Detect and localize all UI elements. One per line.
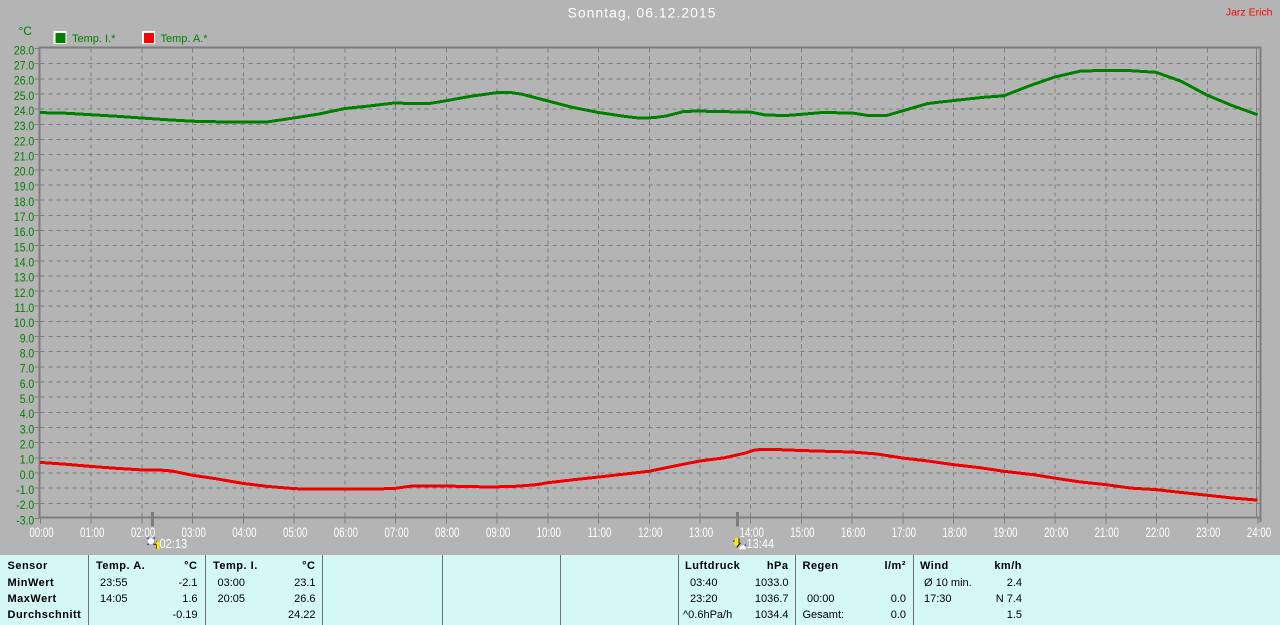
svg-text:24:00: 24:00	[1247, 526, 1272, 541]
svg-text:13:00: 13:00	[689, 526, 714, 541]
svg-text:0.0: 0.0	[20, 469, 35, 482]
svg-text:19.0: 19.0	[14, 181, 34, 194]
svg-text:26.0: 26.0	[14, 75, 34, 88]
svg-text:00:00: 00:00	[29, 526, 54, 541]
svg-text:08:00: 08:00	[435, 526, 460, 541]
svg-text:17.0: 17.0	[14, 211, 34, 224]
svg-text:18.0: 18.0	[14, 196, 34, 209]
svg-text:6.0: 6.0	[20, 378, 35, 391]
svg-text:02:13: 02:13	[160, 536, 188, 551]
svg-text:-3.0: -3.0	[16, 515, 34, 528]
svg-text:25.0: 25.0	[14, 90, 34, 103]
svg-text:28.0: 28.0	[14, 45, 34, 58]
svg-text:09:00: 09:00	[486, 526, 511, 541]
svg-text:22.0: 22.0	[14, 136, 34, 149]
svg-text:2.0: 2.0	[20, 439, 35, 452]
svg-text:4.0: 4.0	[20, 409, 35, 422]
svg-text:24.0: 24.0	[14, 105, 34, 118]
svg-text:12.0: 12.0	[14, 287, 34, 300]
svg-text:20.0: 20.0	[14, 166, 34, 179]
svg-text:-1.0: -1.0	[16, 484, 34, 497]
svg-text:11.0: 11.0	[15, 302, 35, 315]
svg-text:15.0: 15.0	[14, 242, 34, 255]
svg-text:05:00: 05:00	[283, 526, 308, 541]
svg-text:Temp. A.*: Temp. A.*	[161, 33, 209, 45]
svg-text:Jarz Erich: Jarz Erich	[1226, 7, 1273, 19]
svg-text:Sonntag, 06.12.2015: Sonntag, 06.12.2015	[567, 5, 716, 21]
svg-text:7.0: 7.0	[20, 363, 35, 376]
svg-text:3.0: 3.0	[20, 424, 35, 437]
svg-text:-2.0: -2.0	[16, 499, 34, 512]
svg-text:10.0: 10.0	[14, 318, 34, 331]
svg-text:02:00: 02:00	[131, 526, 156, 541]
svg-text:5.0: 5.0	[20, 393, 35, 406]
svg-text:16.0: 16.0	[14, 227, 34, 240]
svg-text:1.0: 1.0	[20, 454, 35, 467]
svg-text:13.0: 13.0	[14, 272, 34, 285]
svg-text:18:00: 18:00	[942, 526, 967, 541]
svg-text:17:00: 17:00	[892, 526, 917, 541]
svg-text:23.0: 23.0	[14, 120, 34, 133]
svg-text:07:00: 07:00	[384, 526, 409, 541]
svg-text:°C: °C	[19, 24, 33, 38]
svg-text:19:00: 19:00	[993, 526, 1018, 541]
svg-text:27.0: 27.0	[14, 60, 34, 73]
svg-text:12:00: 12:00	[638, 526, 663, 541]
svg-text:22:00: 22:00	[1145, 526, 1170, 541]
svg-text:21.0: 21.0	[14, 151, 34, 164]
svg-text:01:00: 01:00	[80, 526, 105, 541]
svg-text:21:00: 21:00	[1095, 526, 1120, 541]
svg-text:Temp. I.*: Temp. I.*	[72, 33, 116, 45]
svg-text:03:00: 03:00	[182, 526, 207, 541]
svg-text:20:00: 20:00	[1044, 526, 1069, 541]
svg-text:23:00: 23:00	[1196, 526, 1221, 541]
svg-text:15:00: 15:00	[790, 526, 815, 541]
svg-text:14.0: 14.0	[14, 257, 34, 270]
svg-text:14:00: 14:00	[740, 526, 765, 541]
svg-text:06:00: 06:00	[334, 526, 359, 541]
svg-text:16:00: 16:00	[841, 526, 866, 541]
svg-text:13:44: 13:44	[747, 536, 775, 551]
svg-text:10:00: 10:00	[537, 526, 562, 541]
svg-text:04:00: 04:00	[232, 526, 257, 541]
svg-text:8.0: 8.0	[20, 348, 35, 361]
svg-text:9.0: 9.0	[20, 333, 35, 346]
svg-text:11:00: 11:00	[588, 526, 612, 541]
